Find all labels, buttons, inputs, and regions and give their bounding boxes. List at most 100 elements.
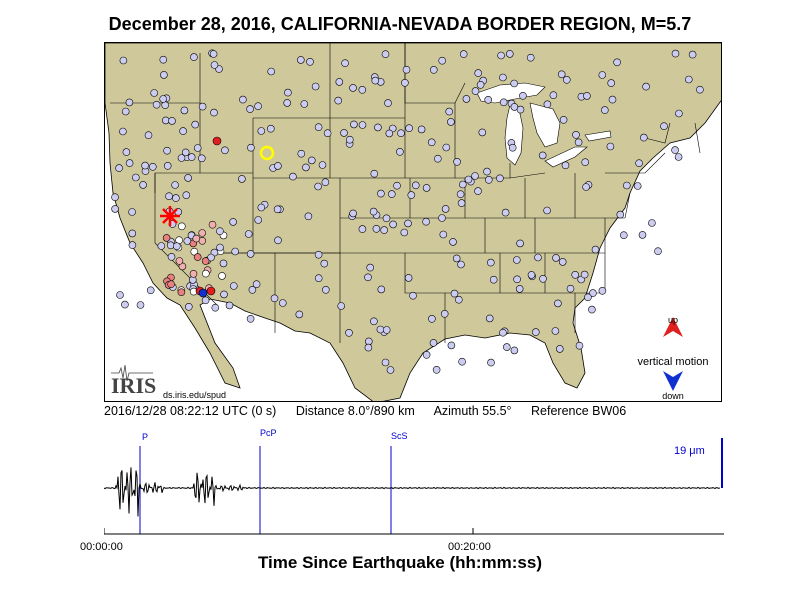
station-dot [561, 161, 570, 170]
station-dot [397, 129, 405, 137]
station-dot [192, 234, 201, 243]
station-dot [308, 156, 316, 165]
station-dot [405, 124, 413, 132]
legend-motion: vertical motion [638, 356, 709, 368]
station-dot [422, 217, 430, 226]
station-dot [346, 135, 354, 144]
station-dot [121, 300, 129, 309]
station-dot [445, 107, 454, 116]
station-dot [497, 51, 505, 60]
station-dot [159, 95, 168, 103]
station-dot [122, 148, 131, 156]
station-dot [441, 205, 450, 213]
station-dot [273, 205, 282, 214]
station-map: IRIS ds.iris.edu/spud up vertical motion… [104, 42, 722, 402]
station-dot [257, 127, 266, 135]
time-tick-20min: 00:20:00 [448, 541, 491, 553]
station-dot [499, 98, 508, 107]
station-dot [543, 100, 552, 109]
station-dot [146, 286, 155, 295]
station-dot [141, 161, 149, 170]
station-dot [246, 314, 255, 323]
station-dot [549, 91, 558, 100]
station-dot [476, 80, 485, 89]
lake-huron [529, 102, 561, 148]
station-dot [165, 192, 173, 200]
x-axis-label: Time Since Earthquake (hh:mm:ss) [257, 553, 543, 572]
state-borders [110, 43, 701, 343]
station-dot [580, 270, 589, 279]
station-dot [279, 299, 287, 307]
station-dot [128, 229, 137, 238]
station-dot [229, 218, 237, 226]
station-dot [377, 285, 386, 294]
station-dot [433, 154, 442, 163]
station-dot [583, 92, 591, 100]
station-dot [447, 118, 455, 126]
station-dot [584, 293, 592, 302]
station-dot [152, 100, 161, 109]
station-dot [527, 271, 536, 279]
station-dot [284, 88, 292, 97]
station-dot [483, 167, 491, 176]
station-dot [404, 219, 412, 228]
station-dot [539, 275, 547, 283]
station-dot [211, 303, 220, 312]
station-dot [201, 257, 210, 265]
station-dot [674, 153, 683, 161]
station-dot [459, 50, 468, 58]
lake-michigan [504, 104, 524, 166]
page-title: December 28, 2016, CALIFORNIA-NEVADA BOR… [108, 14, 692, 34]
station-dot [190, 247, 199, 256]
station-dot [246, 105, 254, 113]
station-dot [396, 148, 404, 156]
station-dot [534, 253, 542, 262]
station-dot [168, 117, 176, 125]
reference-station: Reference BW06 [531, 404, 627, 418]
station-dot [382, 326, 391, 334]
down-arrow-icon [663, 371, 683, 391]
station-dot [244, 230, 253, 238]
station-dot [320, 259, 329, 268]
station-dot [318, 161, 327, 169]
station-dot [218, 272, 226, 280]
station-dot [438, 214, 446, 222]
station-dot [201, 296, 210, 305]
station-dot [189, 270, 198, 278]
station-dot [428, 314, 436, 323]
time-tick-0: 00:00:00 [80, 541, 123, 553]
station-dot [216, 227, 224, 235]
station-dot [409, 291, 417, 300]
station-dot [600, 106, 609, 114]
station-dot [184, 174, 192, 182]
phase-label-p: P [142, 432, 148, 442]
station-dot [185, 302, 193, 311]
station-dot [300, 100, 309, 108]
station-dot [191, 120, 199, 129]
station-dot [622, 181, 631, 190]
station-dot [157, 242, 166, 250]
station-dot [449, 238, 457, 246]
station-dot [297, 56, 305, 64]
station-dot [163, 162, 172, 170]
station-dot [207, 253, 215, 262]
station-dot [462, 95, 471, 103]
station-dot [608, 95, 617, 104]
station-dot [591, 245, 600, 254]
station-dot [427, 138, 436, 147]
station-dot [209, 50, 218, 58]
station-dot [337, 302, 345, 310]
station-dot [456, 190, 465, 198]
station-dot [202, 269, 210, 278]
station-dot [349, 209, 357, 218]
station-dot [366, 263, 375, 272]
station-dot [306, 57, 314, 66]
station-dot [639, 133, 648, 142]
station-dot [198, 102, 207, 111]
station-dot [128, 241, 137, 249]
station-dot [208, 220, 217, 229]
station-dot [178, 222, 186, 231]
station-dot [422, 184, 431, 192]
station-dot [111, 205, 119, 213]
station-dot [358, 225, 367, 233]
